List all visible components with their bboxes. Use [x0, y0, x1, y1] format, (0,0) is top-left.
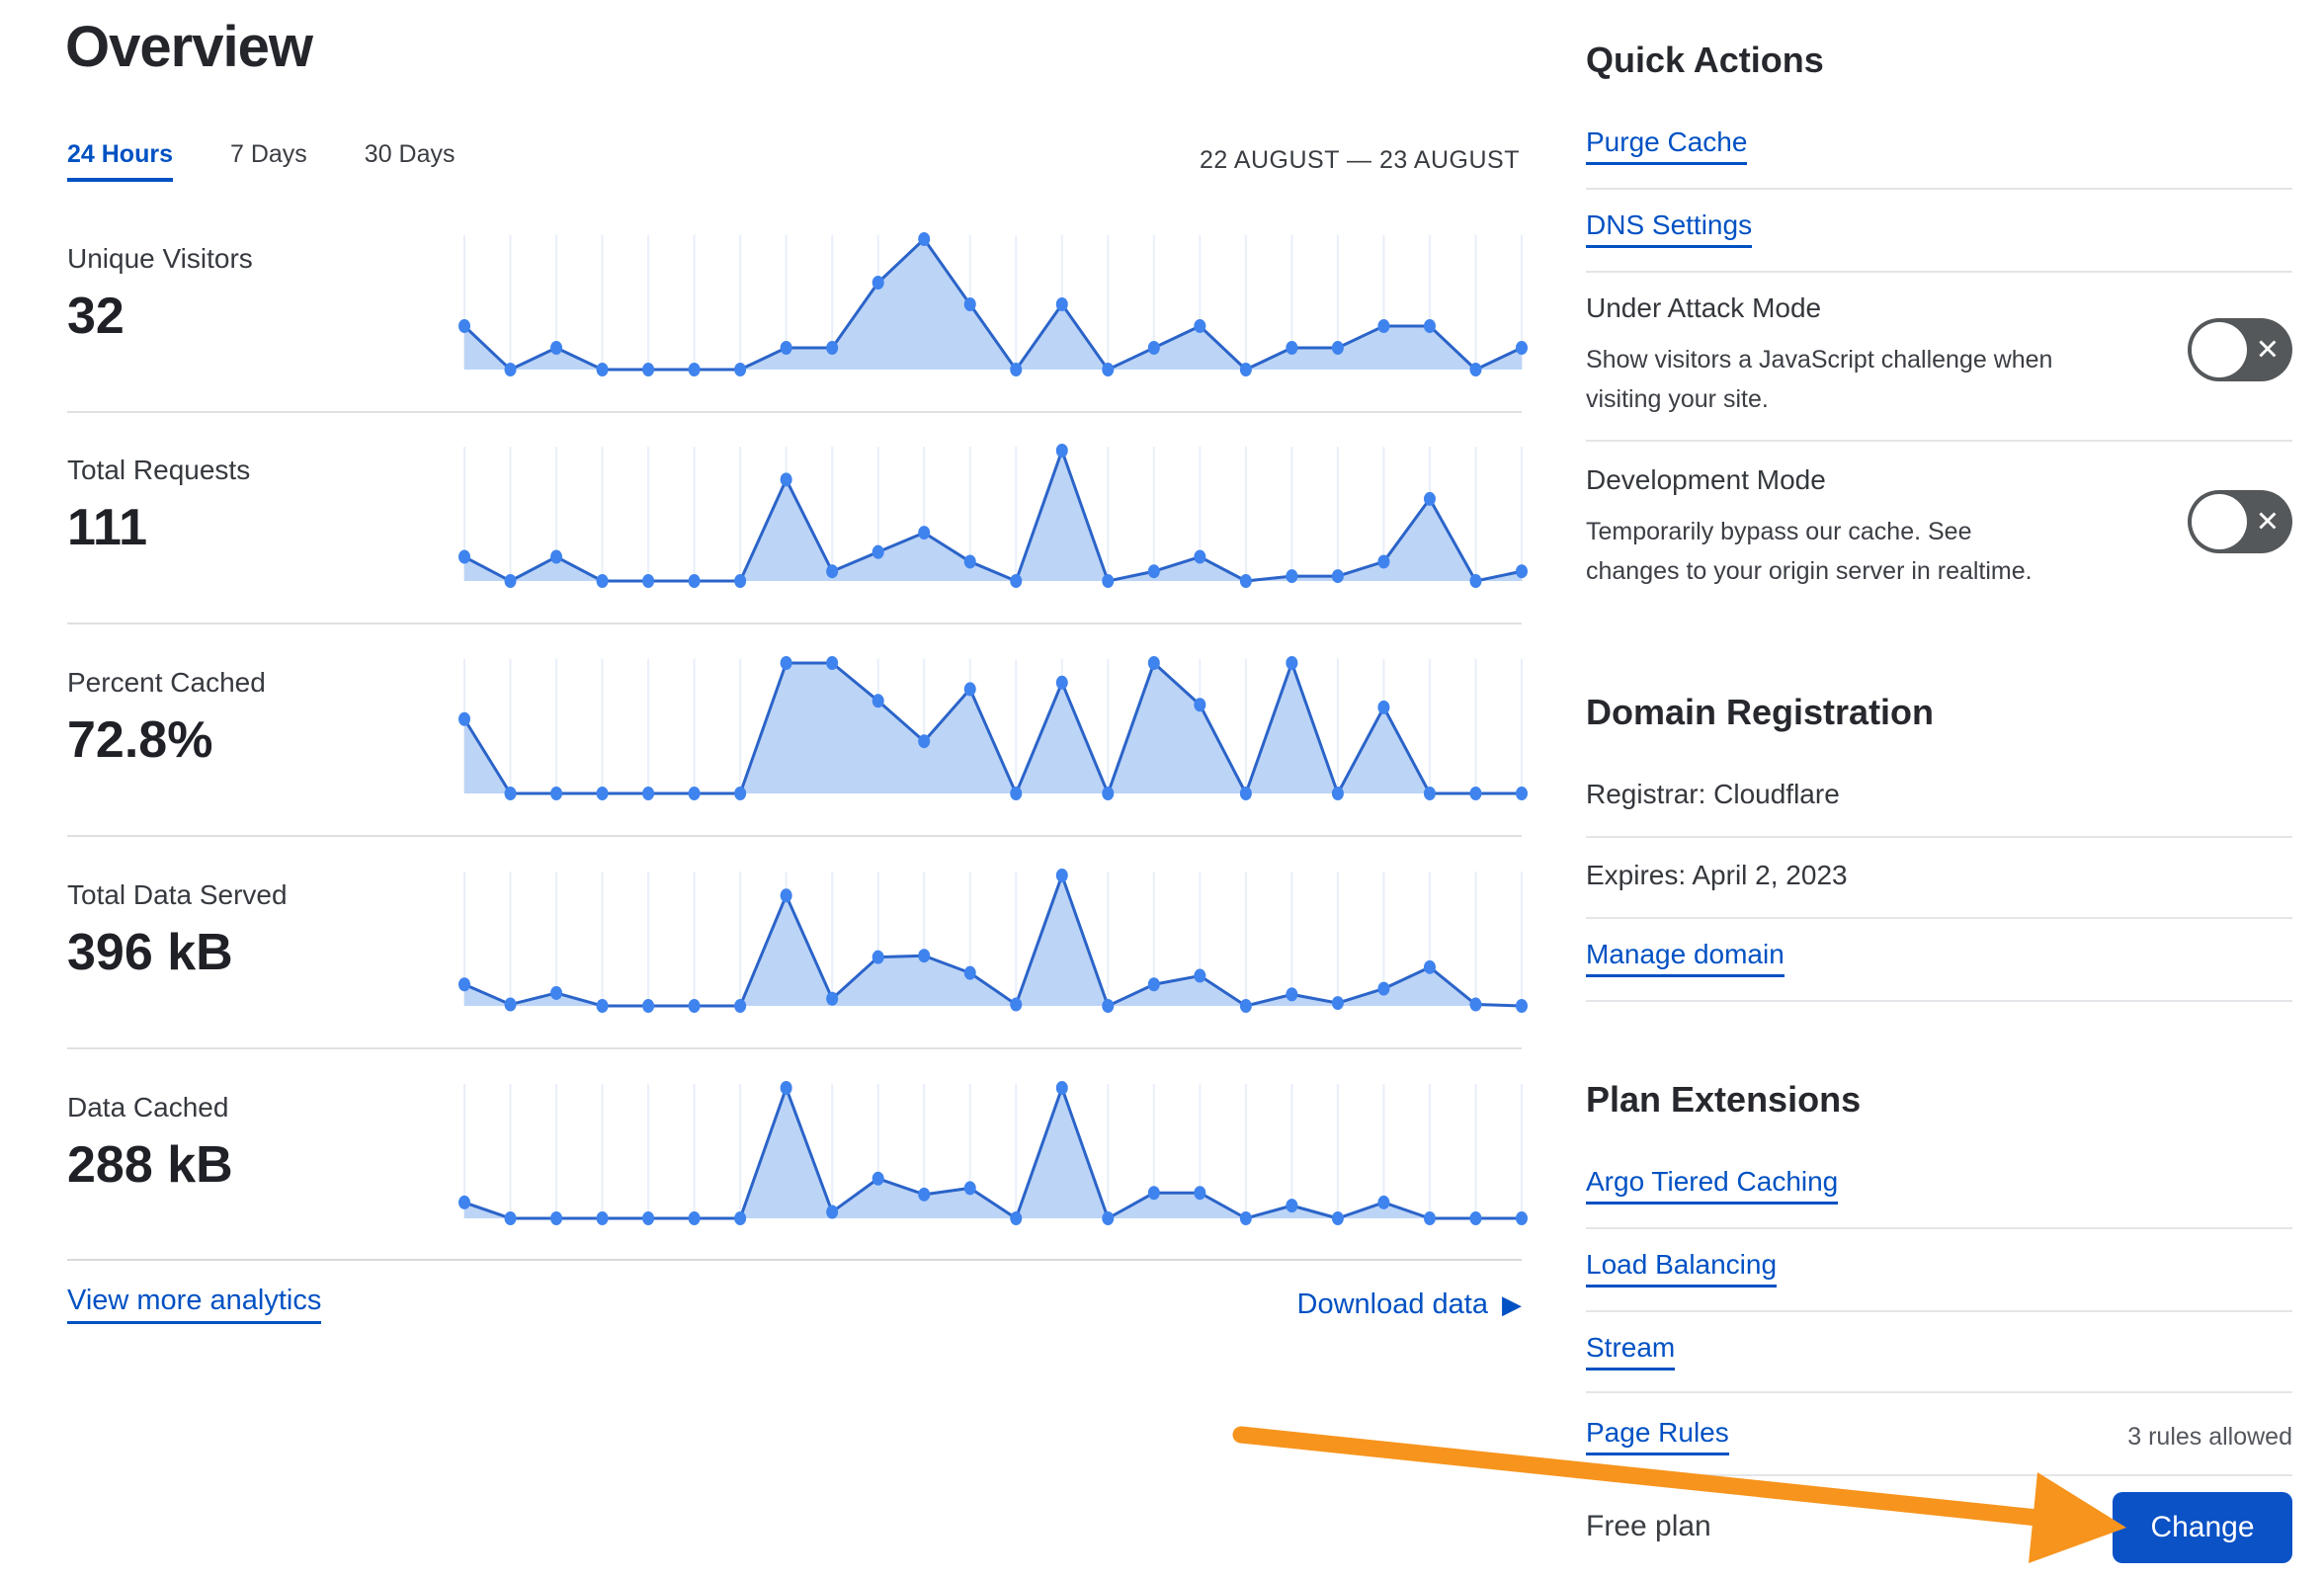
divider [1586, 1227, 2292, 1229]
metric-label-total-requests: Total Requests [67, 455, 251, 485]
toggle-knob [2192, 494, 2247, 549]
row-divider [67, 623, 1522, 624]
divider [1586, 271, 2292, 273]
load-balancing-link[interactable]: Load Balancing [1586, 1249, 1778, 1288]
dns-settings-link[interactable]: DNS Settings [1586, 209, 1753, 248]
tab-24-hours[interactable]: 24 Hours [67, 140, 173, 182]
registrar-label: Registrar: Cloudflare [1586, 779, 1840, 809]
sparkline-unique-visitors [458, 232, 1528, 376]
divider [1586, 1474, 2292, 1476]
under-attack-mode-description: Show visitors a JavaScript challenge whe… [1586, 346, 2053, 413]
purge-cache-link[interactable]: Purge Cache [1586, 126, 1748, 165]
row-divider [67, 835, 1522, 837]
page-title: Overview [65, 15, 313, 79]
metric-value-percent-cached: 72.8% [67, 711, 213, 769]
page-rules-allowance-note: 3 rules allowed [2127, 1423, 2292, 1451]
change-plan-button[interactable]: Change [2113, 1492, 2292, 1563]
sparkline-percent-cached [458, 656, 1528, 800]
argo-tiered-caching-link[interactable]: Argo Tiered Caching [1586, 1166, 1839, 1205]
divider [1586, 917, 2292, 919]
stream-link[interactable]: Stream [1586, 1332, 1676, 1371]
sparkline-data-cached [458, 1081, 1528, 1225]
toggle-off-icon: ✕ [2255, 506, 2280, 539]
domain-registration-heading: Domain Registration [1586, 692, 1935, 732]
divider [1586, 188, 2292, 190]
manage-domain-link[interactable]: Manage domain [1586, 939, 1784, 977]
metric-value-total-data-served: 396 kB [67, 924, 233, 981]
metric-label-unique-visitors: Unique Visitors [67, 243, 253, 274]
play-right-triangle-icon: ▶ [1502, 1289, 1522, 1319]
tab-30-days[interactable]: 30 Days [364, 140, 456, 168]
page-rules-link[interactable]: Page Rules [1586, 1417, 1729, 1455]
row-divider [67, 1259, 1522, 1261]
time-range-tabs: 24 Hours 7 Days 30 Days [67, 140, 456, 182]
right-sidebar: Quick Actions Purge Cache DNS Settings U… [1586, 0, 2292, 1579]
sparkline-total-requests [458, 444, 1528, 588]
metric-value-total-requests: 111 [67, 499, 148, 556]
row-divider [67, 411, 1522, 413]
metric-label-total-data-served: Total Data Served [67, 879, 288, 910]
expires-label: Expires: April 2, 2023 [1586, 860, 1848, 890]
sparkline-total-data-served [458, 869, 1528, 1013]
development-mode-description: Temporarily bypass our cache. See change… [1586, 518, 2033, 585]
divider [1586, 1310, 2292, 1312]
quick-actions-heading: Quick Actions [1586, 40, 1824, 80]
metric-value-data-cached: 288 kB [67, 1136, 233, 1194]
metric-label-data-cached: Data Cached [67, 1092, 229, 1122]
development-mode-toggle[interactable]: ✕ [2188, 490, 2292, 553]
plan-extensions-heading: Plan Extensions [1586, 1079, 1862, 1120]
tab-7-days[interactable]: 7 Days [229, 140, 307, 168]
development-mode-label: Development Mode [1586, 464, 1826, 495]
view-more-analytics-link[interactable]: View more analytics [67, 1285, 322, 1324]
divider [1586, 440, 2292, 442]
row-divider [67, 1047, 1522, 1049]
download-data-link[interactable]: Download data ▶ [1296, 1288, 1522, 1320]
divider [1586, 836, 2292, 838]
date-range-label: 22 AUGUST — 23 AUGUST [1199, 146, 1520, 174]
metric-value-unique-visitors: 32 [67, 288, 124, 345]
toggle-knob [2192, 322, 2247, 377]
under-attack-mode-toggle[interactable]: ✕ [2188, 318, 2292, 381]
toggle-off-icon: ✕ [2255, 334, 2280, 367]
metric-label-percent-cached: Percent Cached [67, 667, 266, 698]
divider [1586, 1000, 2292, 1002]
current-plan-label: Free plan [1586, 1510, 1711, 1542]
under-attack-mode-label: Under Attack Mode [1586, 292, 1822, 323]
divider [1586, 1391, 2292, 1393]
